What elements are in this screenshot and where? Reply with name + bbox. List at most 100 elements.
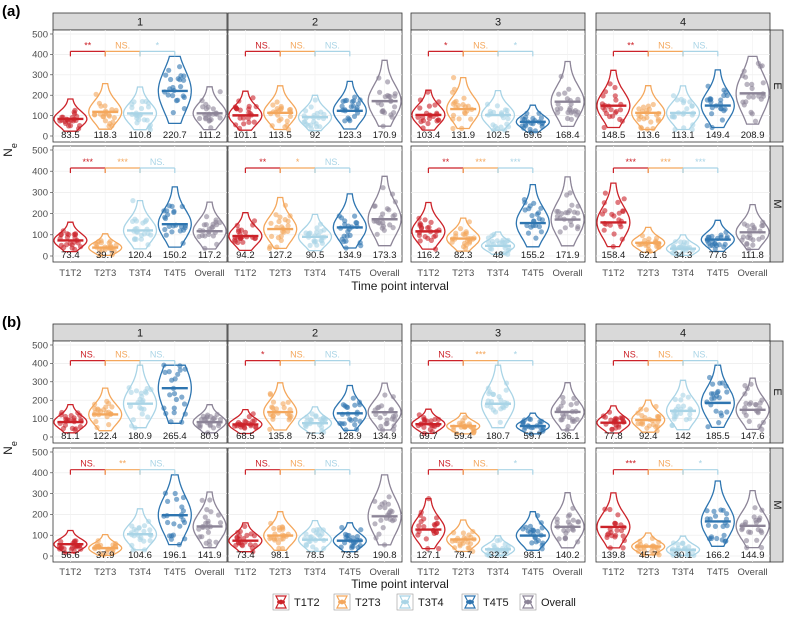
violin-t4t5 (332, 193, 367, 249)
data-point (268, 220, 274, 226)
violin-t4t5 (515, 511, 550, 551)
x-tick-label: T2T3 (637, 268, 659, 279)
median-value-label: 98.1 (271, 550, 290, 561)
data-point (270, 102, 276, 108)
data-point (556, 536, 562, 542)
data-point (240, 115, 247, 121)
data-point (608, 107, 614, 113)
data-point (564, 427, 570, 433)
median-value-label: 73.4 (236, 550, 255, 561)
data-point (555, 101, 561, 107)
data-point (560, 394, 566, 401)
data-point (232, 104, 238, 110)
data-point (269, 123, 275, 129)
violin-overall (367, 382, 402, 431)
violin-t2t3 (631, 226, 666, 253)
data-point (352, 402, 358, 408)
data-point (417, 238, 423, 244)
y-tick-label: 100 (32, 111, 48, 122)
x-tick-label: T3T4 (672, 567, 694, 578)
median-value-label: 59.7 (524, 431, 543, 442)
median-value-label: 82.3 (454, 250, 473, 261)
data-point (138, 105, 145, 112)
data-point (420, 125, 426, 131)
data-point (270, 413, 276, 419)
data-point (529, 540, 535, 546)
data-point (72, 235, 78, 241)
violin-t2t3 (88, 387, 123, 432)
y-axis-title-main: N (1, 148, 15, 157)
data-point (684, 240, 690, 246)
data-point (621, 196, 627, 202)
data-point (607, 222, 613, 228)
data-point (210, 224, 216, 230)
data-point (575, 203, 581, 209)
data-point (539, 542, 545, 548)
data-point (748, 381, 754, 387)
significance-label: ** (259, 157, 267, 167)
data-point (749, 81, 755, 87)
data-point (601, 200, 607, 206)
data-point (607, 506, 613, 513)
data-point (638, 406, 644, 412)
median-value-label: 166.2 (706, 550, 730, 561)
data-point (494, 103, 500, 109)
y-tick-label: 500 (32, 145, 48, 156)
data-point (269, 233, 275, 239)
data-point (141, 528, 147, 534)
data-point (64, 234, 70, 240)
significance-label: * (699, 459, 703, 469)
median-value-label: 90.5 (306, 250, 325, 261)
data-point (163, 72, 169, 78)
data-point (433, 233, 439, 239)
data-point (743, 538, 750, 544)
data-point (709, 396, 715, 402)
median-value-label: 37.9 (96, 550, 115, 561)
data-point (313, 414, 319, 420)
data-point (148, 232, 154, 238)
data-point (180, 494, 187, 501)
data-point (569, 202, 575, 208)
data-point (650, 421, 657, 428)
data-point (428, 219, 434, 225)
data-point (165, 498, 171, 504)
data-point (570, 109, 576, 115)
data-point (377, 89, 383, 95)
violin-t1t2 (411, 89, 446, 131)
data-point (102, 118, 108, 124)
data-point (672, 396, 678, 403)
data-point (705, 83, 711, 89)
violin-t3t4 (122, 508, 158, 551)
violin-t1t2 (596, 182, 631, 248)
data-point (380, 185, 386, 191)
median-value-label: 127.2 (268, 250, 292, 261)
median-value-label: 34.3 (674, 250, 693, 261)
x-tick-label: Overall (738, 268, 768, 279)
data-point (563, 530, 569, 536)
data-point (203, 222, 209, 228)
x-tick-label: T1T2 (59, 268, 81, 279)
data-point (374, 231, 380, 237)
data-point (612, 93, 618, 99)
data-point (386, 207, 392, 213)
data-point (539, 546, 545, 552)
x-tick-label: T1T2 (234, 268, 256, 279)
median-value-label: 39.7 (96, 250, 115, 261)
data-point (287, 213, 293, 219)
data-point (741, 68, 747, 74)
data-point (106, 240, 112, 246)
data-point (760, 80, 766, 86)
data-point (759, 507, 765, 513)
data-point (379, 501, 385, 507)
data-point (678, 410, 684, 416)
data-point (98, 103, 104, 109)
data-point (352, 416, 358, 423)
data-point (145, 104, 152, 110)
significance-label: NS. (325, 350, 340, 360)
significance-label: NS. (325, 157, 340, 167)
data-point (307, 242, 313, 248)
data-point (182, 536, 188, 542)
data-point (686, 544, 692, 550)
data-point (495, 552, 501, 559)
data-point (674, 97, 680, 103)
